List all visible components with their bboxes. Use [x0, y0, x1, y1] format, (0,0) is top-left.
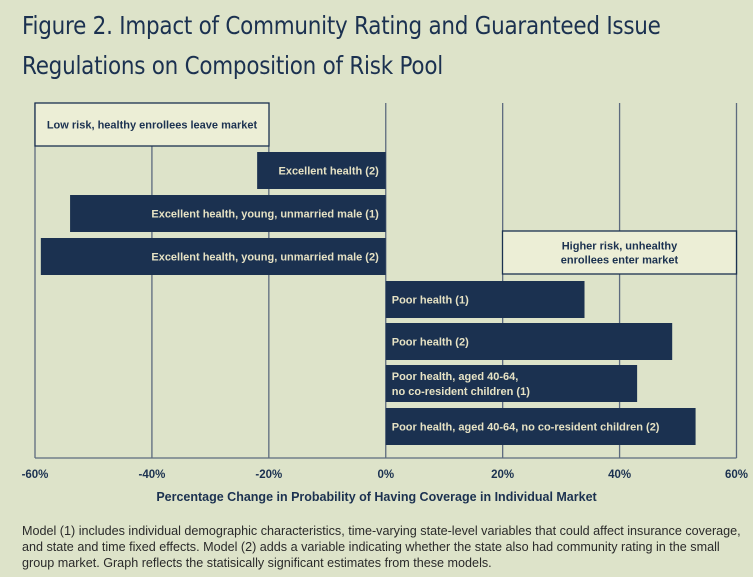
- bar: [257, 152, 386, 189]
- x-axis-label: Percentage Change in Probability of Havi…: [156, 490, 597, 504]
- x-tick-label: -40%: [138, 469, 165, 481]
- bar: [385, 323, 673, 360]
- x-tick-label: -20%: [255, 469, 282, 481]
- x-tick-label: 60%: [725, 469, 748, 481]
- bar-label: Excellent health, young, unmarried male …: [151, 252, 379, 264]
- bar: [385, 408, 696, 445]
- annotation-box: [501, 230, 738, 275]
- bar-label: Poor health, aged 40-64,: [392, 371, 519, 383]
- bar-label: Poor health (1): [392, 295, 469, 307]
- x-tick-label: -60%: [22, 469, 49, 481]
- bar: [70, 195, 386, 232]
- bar: [385, 281, 585, 318]
- chart-title: Figure 2. Impact of Community Rating and…: [22, 11, 661, 80]
- x-tick-label: 40%: [608, 469, 631, 481]
- annotation-box: [34, 102, 270, 147]
- bar-label: Excellent health, young, unmarried male …: [151, 209, 379, 221]
- x-tick-label: 20%: [491, 469, 514, 481]
- chart-caption: Model (1) includes individual demographi…: [22, 524, 741, 570]
- bar-label: Poor health (2): [392, 337, 469, 349]
- annotation-text: Low risk, healthy enrollees leave market: [47, 120, 258, 132]
- bar-label: no co-resident children (1): [392, 386, 530, 398]
- annotation-text: Higher risk, unhealthy: [562, 241, 678, 253]
- annotation-text: enrollees enter market: [561, 255, 679, 267]
- bar-label: Excellent health (2): [278, 166, 379, 178]
- bar-label: Poor health, aged 40-64, no co-resident …: [392, 422, 660, 434]
- bar: [385, 365, 638, 402]
- bar: [40, 238, 386, 275]
- x-tick-label: 0%: [377, 469, 394, 481]
